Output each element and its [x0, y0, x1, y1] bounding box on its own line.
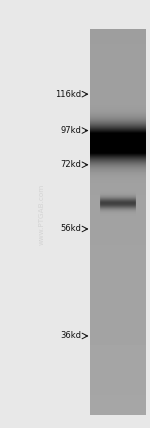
Text: www.PTGAB.com: www.PTGAB.com: [39, 183, 45, 245]
Text: 116kd: 116kd: [55, 89, 81, 99]
Text: 36kd: 36kd: [60, 331, 81, 341]
Text: 72kd: 72kd: [60, 160, 81, 169]
Text: 56kd: 56kd: [60, 224, 81, 234]
Text: 97kd: 97kd: [60, 126, 81, 135]
